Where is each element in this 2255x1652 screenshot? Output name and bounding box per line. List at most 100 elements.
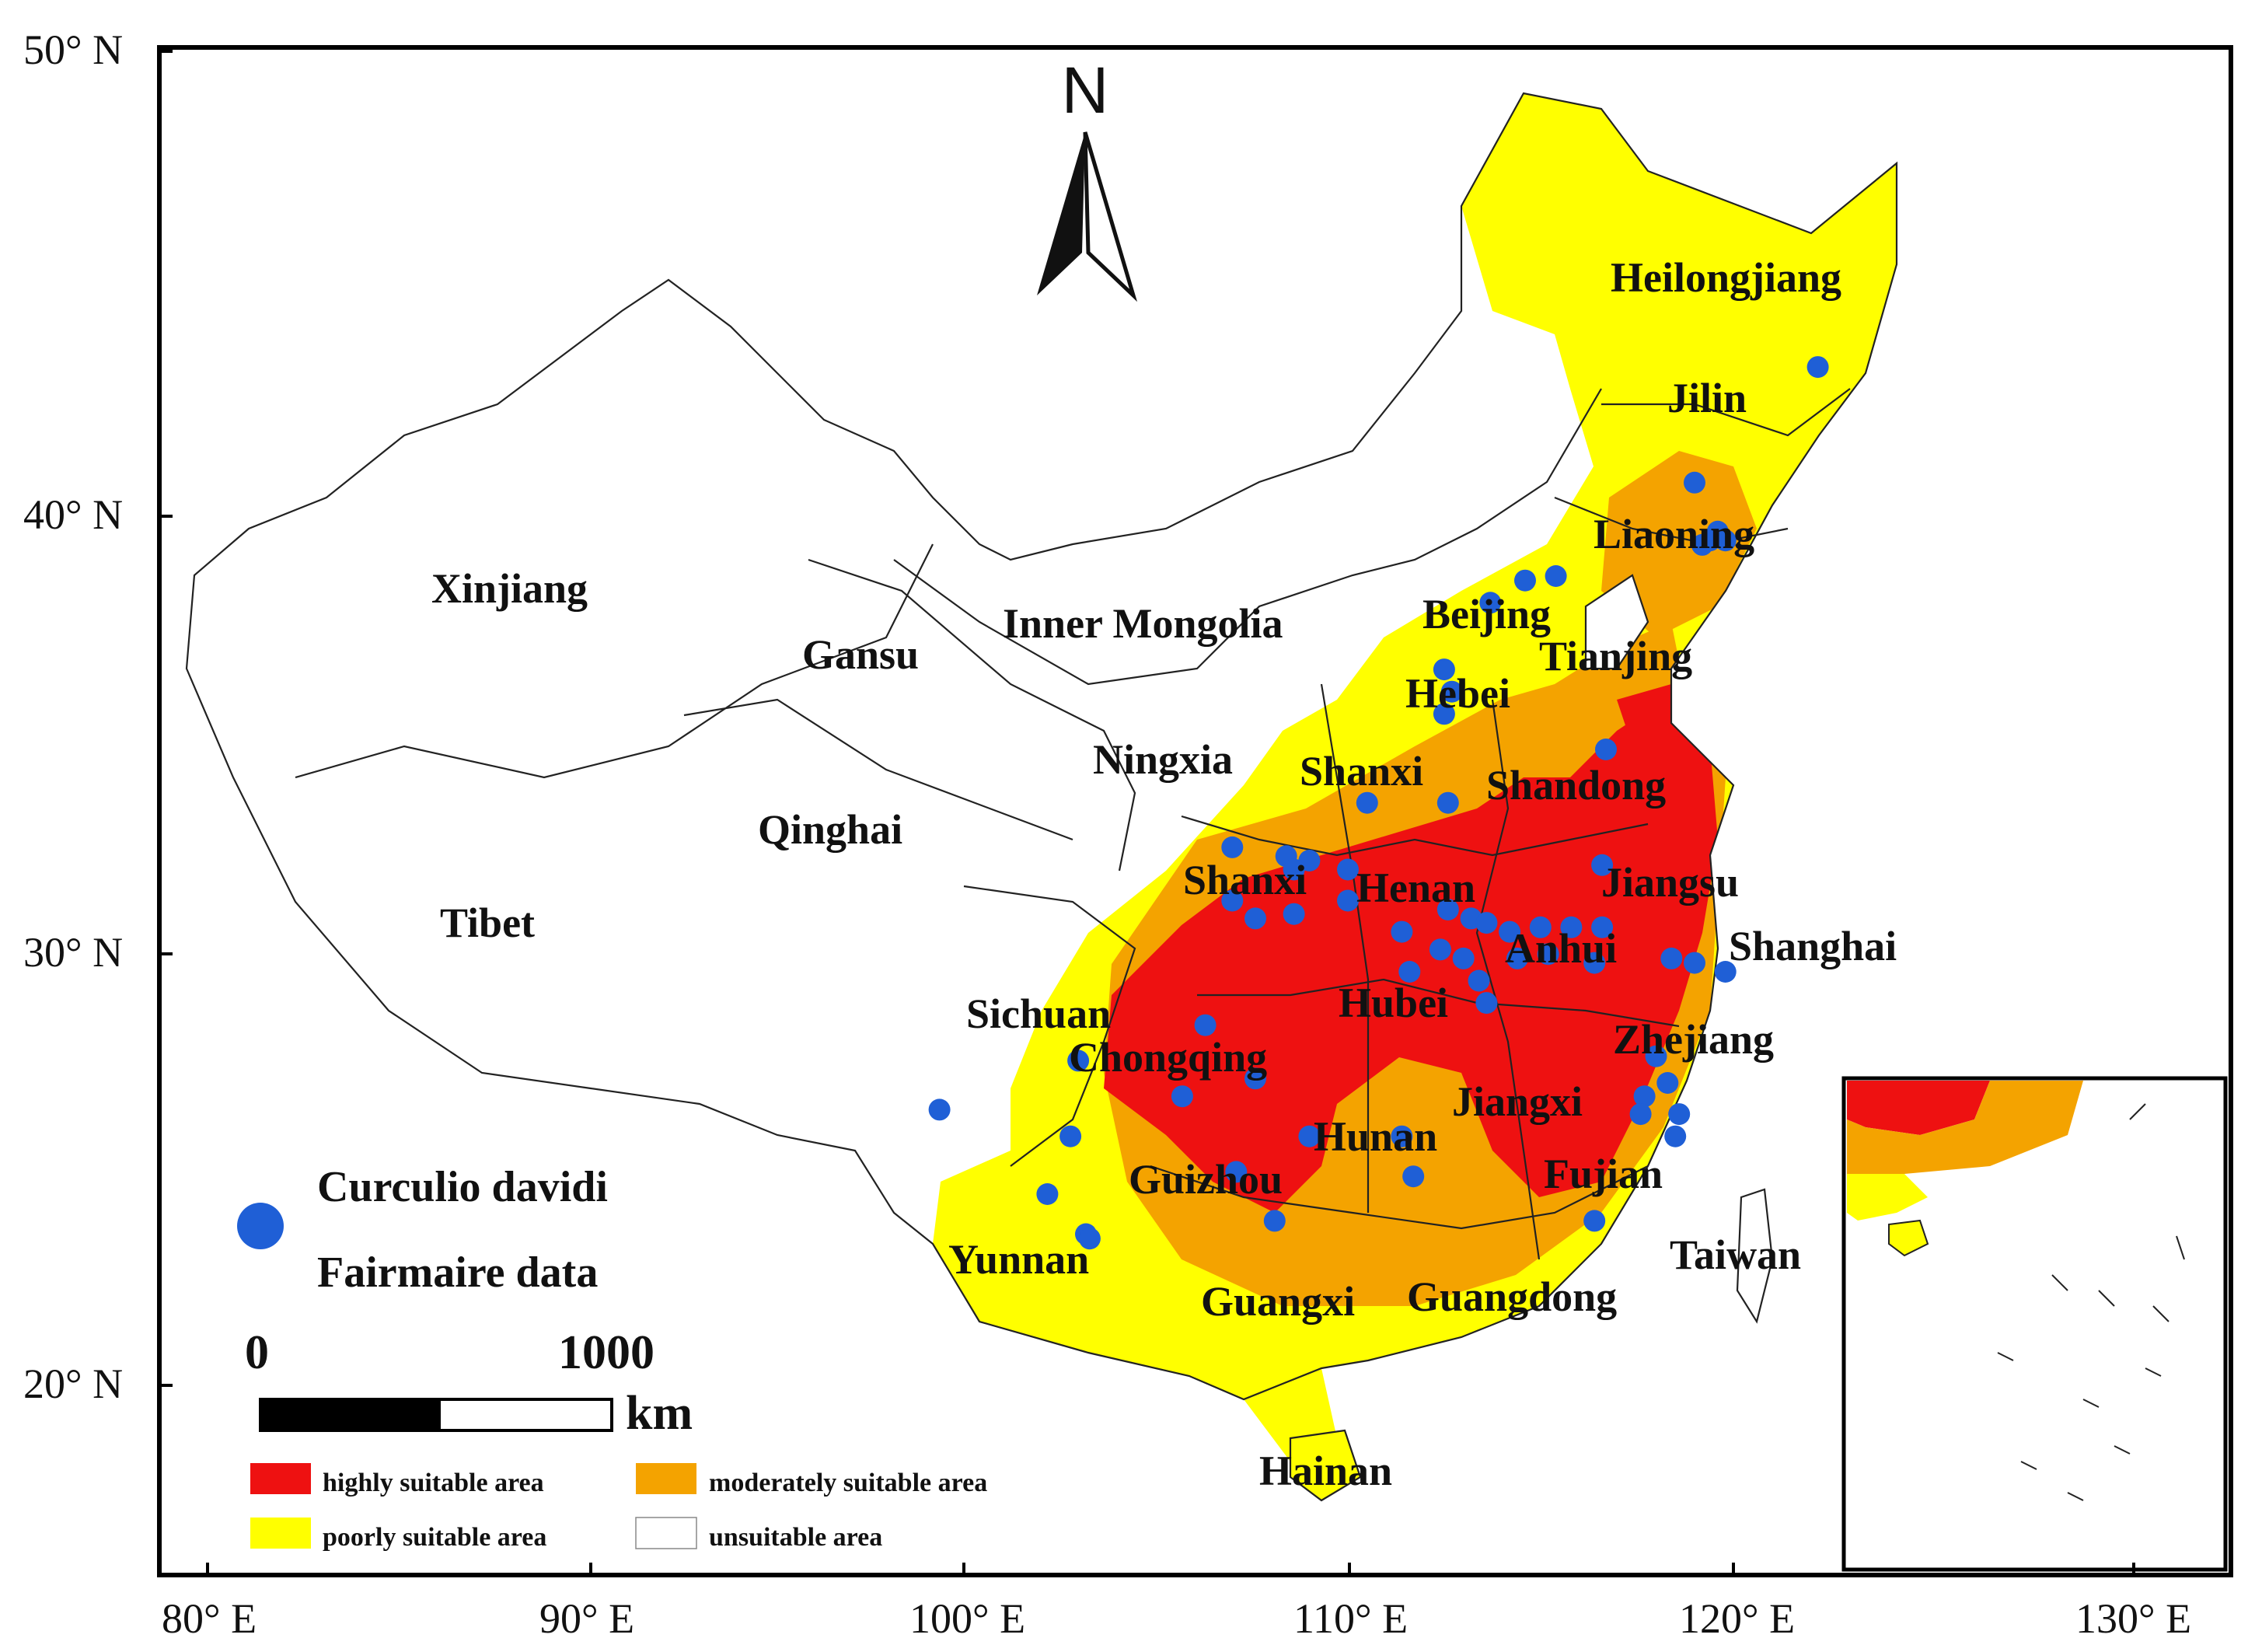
- occurrence-point: [1440, 680, 1463, 703]
- occurrence-point: [1714, 529, 1737, 552]
- sichuan-border: [963, 885, 1136, 1167]
- north-arrow-label: N: [1062, 54, 1109, 127]
- occurrence-point: [1283, 858, 1305, 881]
- label-qinghai: Qinghai: [758, 806, 902, 853]
- scale-bar-black: [259, 1398, 441, 1432]
- tibet-qinghai-border: [683, 698, 1073, 841]
- legend-occurrence-label-1: Curculio davidi: [317, 1163, 608, 1211]
- label-ningxia: Ningxia: [1093, 736, 1233, 783]
- occurrence-point: [1595, 739, 1617, 760]
- occurrence-point: [1436, 791, 1459, 814]
- occurrence-point: [1656, 1072, 1679, 1094]
- occurrence-point: [1059, 1125, 1082, 1147]
- occurrence-point: [1244, 1067, 1266, 1090]
- legend-label-moderate: moderately suitable area: [709, 1469, 987, 1497]
- occurrence-point: [1591, 916, 1614, 938]
- occurrence-point: [1591, 854, 1614, 876]
- occurrence-point: [1078, 1228, 1101, 1250]
- label-zhejiang: Zhejiang: [1613, 1016, 1774, 1063]
- occurrence-point: [1436, 899, 1459, 920]
- occurrence-point: [1691, 533, 1713, 556]
- occurrence-point: [1067, 1050, 1090, 1072]
- label-shandong: Shandong: [1486, 762, 1666, 809]
- occurrence-point: [1398, 961, 1421, 983]
- y-tick-50n: 50° N: [23, 26, 123, 73]
- label-shanghai: Shanghai: [1729, 923, 1897, 969]
- legend-label-poor: poorly suitable area: [323, 1523, 546, 1552]
- label-anhui: Anhui: [1505, 925, 1617, 972]
- occurrence-point: [1468, 969, 1490, 992]
- x-tick-80e: 80° E: [162, 1595, 257, 1642]
- province-labels: Xinjiang Gansu Inner Mongolia Qinghai Ti…: [431, 254, 1897, 1494]
- label-chongqing: Chongqing: [1069, 1034, 1267, 1081]
- scale-bar-white: [438, 1398, 613, 1432]
- label-guangdong: Guangdong: [1407, 1273, 1617, 1320]
- country-outline: [185, 92, 1898, 1401]
- occurrence-point: [1337, 889, 1359, 912]
- occurrence-point: [1583, 952, 1606, 974]
- label-guizhou: Guizhou: [1129, 1156, 1283, 1203]
- label-beijing: Beijing: [1422, 591, 1551, 637]
- hainan-outline: [1289, 1429, 1362, 1502]
- occurrence-point: [1391, 920, 1413, 943]
- scale-bar-zero: 0: [245, 1326, 269, 1379]
- inner-mongolia-border: [893, 388, 1602, 686]
- occurrence-point: [1221, 889, 1244, 912]
- occurrence-point: [1225, 1161, 1248, 1183]
- scale-bar-max: 1000: [558, 1326, 655, 1379]
- occurrence-point: [1645, 1045, 1667, 1067]
- y-axis-labels: 50° N 40° N 30° N 20° N: [23, 26, 123, 1407]
- occurrence-point: [1298, 1125, 1321, 1147]
- occurrence-point: [1263, 1210, 1286, 1232]
- y-tick-30n: 30° N: [23, 929, 123, 976]
- occurrence-point: [1356, 791, 1378, 814]
- occurrence-point: [1283, 903, 1305, 925]
- central-border-1: [1181, 815, 1649, 857]
- central-border-4: [1320, 683, 1370, 1213]
- legend-label-high: highly suitable area: [323, 1469, 544, 1497]
- central-border-3: [1150, 1165, 1649, 1230]
- y-tick-40n: 40° N: [23, 491, 123, 538]
- occurrence-point: [1402, 1165, 1425, 1188]
- occurrence-point: [1391, 1125, 1413, 1147]
- occurrence-point: [1221, 836, 1244, 858]
- occurrence-point: [1684, 952, 1705, 974]
- central-border-5: [1475, 699, 1541, 1260]
- legend-occurrence-marker: [237, 1203, 284, 1249]
- occurrence-points: [928, 356, 1829, 1250]
- label-shanxi-north: Shanxi: [1300, 748, 1423, 795]
- label-hainan: Hainan: [1259, 1448, 1392, 1494]
- occurrence-point: [1514, 569, 1536, 592]
- occurrence-point: [1660, 947, 1683, 969]
- occurrence-point: [1475, 992, 1498, 1015]
- occurrence-point: [1529, 916, 1552, 938]
- occurrence-point: [1714, 961, 1737, 983]
- label-xinjiang: Xinjiang: [431, 565, 588, 612]
- occurrence-point: [1244, 907, 1266, 930]
- label-jiangsu: Jiangsu: [1601, 859, 1739, 906]
- occurrence-point: [1475, 912, 1498, 934]
- occurrence-point: [1479, 592, 1502, 614]
- label-shanxi-south: Shanxi: [1183, 857, 1307, 903]
- occurrence-point: [1433, 703, 1455, 725]
- label-heilongjiang: Heilongjiang: [1611, 254, 1841, 301]
- label-sichuan: Sichuan: [966, 990, 1111, 1037]
- occurrence-point: [1337, 858, 1359, 881]
- occurrence-point: [1171, 1085, 1193, 1108]
- occurrence-point: [1433, 658, 1455, 681]
- occurrence-point: [1537, 943, 1559, 966]
- legend-swatch-poor: [250, 1518, 311, 1549]
- x-tick-130e: 130° E: [2075, 1595, 2191, 1642]
- legend-swatch-moderate: [636, 1463, 696, 1494]
- label-tianjing: Tianjing: [1539, 633, 1692, 679]
- label-guangxi: Guangxi: [1201, 1278, 1355, 1325]
- label-hubei: Hubei: [1339, 980, 1448, 1026]
- legend: Curculio davidi Fairmaire data 0 1000 km…: [237, 1163, 987, 1552]
- inset-hainan: [1888, 1219, 1929, 1257]
- x-axis-ticks: [206, 1563, 2135, 1575]
- north-arrow-left-half: [1037, 132, 1085, 295]
- occurrence-point: [1668, 1103, 1691, 1126]
- scale-bar-unit: km: [626, 1387, 693, 1440]
- legend-swatch-unsuitable: [635, 1517, 697, 1549]
- inset-poor: [1847, 1174, 1928, 1221]
